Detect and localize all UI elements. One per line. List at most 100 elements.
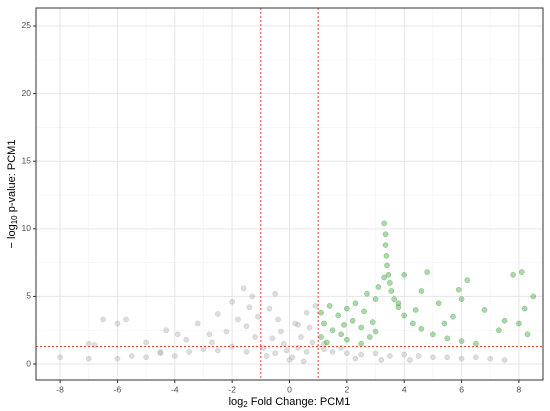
point bbox=[501, 317, 508, 324]
x-tick-label: 2 bbox=[344, 384, 349, 394]
point bbox=[473, 354, 479, 361]
point bbox=[358, 324, 365, 331]
point bbox=[85, 340, 92, 347]
point bbox=[292, 320, 299, 327]
point bbox=[235, 316, 241, 323]
point bbox=[401, 312, 408, 319]
x-tick-label: -2 bbox=[228, 384, 236, 394]
point bbox=[338, 331, 344, 338]
point bbox=[435, 300, 442, 307]
point bbox=[243, 323, 250, 330]
point bbox=[344, 305, 350, 312]
point bbox=[516, 320, 522, 327]
point bbox=[174, 331, 181, 338]
point bbox=[272, 350, 279, 357]
point bbox=[100, 316, 106, 323]
point bbox=[114, 320, 121, 327]
point bbox=[382, 242, 389, 248]
y-tick-label: 15 bbox=[22, 155, 32, 165]
point bbox=[372, 296, 379, 302]
point bbox=[382, 231, 389, 238]
y-tick-label: 5 bbox=[26, 291, 31, 301]
point bbox=[163, 327, 170, 334]
point bbox=[214, 347, 221, 354]
y-axis-title: − log10 p-value: PCM1 bbox=[6, 140, 19, 249]
point bbox=[369, 319, 376, 325]
point bbox=[364, 290, 370, 297]
x-tick-label: 8 bbox=[517, 384, 522, 394]
point bbox=[183, 336, 190, 343]
point bbox=[444, 335, 451, 342]
point bbox=[280, 340, 287, 347]
point bbox=[349, 317, 356, 324]
point bbox=[521, 305, 528, 312]
point bbox=[358, 340, 365, 347]
x-tick-label: 0 bbox=[287, 384, 292, 394]
point bbox=[214, 311, 221, 317]
point bbox=[344, 350, 350, 357]
point bbox=[318, 309, 324, 316]
point bbox=[321, 346, 327, 353]
point bbox=[326, 303, 333, 309]
point bbox=[407, 357, 413, 363]
point bbox=[430, 331, 436, 338]
y-tick-label: 25 bbox=[22, 20, 32, 30]
point bbox=[344, 336, 350, 343]
point bbox=[385, 271, 392, 278]
point bbox=[372, 350, 379, 357]
point bbox=[306, 324, 313, 331]
y-axis-title-text: p-value: PCM1 bbox=[6, 140, 18, 216]
point bbox=[384, 262, 390, 269]
point bbox=[487, 355, 494, 362]
point bbox=[275, 316, 281, 323]
point bbox=[303, 349, 310, 355]
point bbox=[57, 354, 63, 361]
point bbox=[171, 353, 178, 359]
point bbox=[309, 339, 316, 346]
panel-border bbox=[35, 7, 544, 381]
point bbox=[372, 328, 379, 335]
point bbox=[321, 340, 327, 347]
point bbox=[530, 293, 537, 300]
x-axis-title: log2 Fold Change: PCM1 bbox=[229, 396, 351, 409]
point bbox=[430, 354, 436, 361]
point bbox=[388, 288, 395, 294]
point bbox=[358, 351, 365, 358]
point bbox=[269, 335, 276, 342]
point bbox=[229, 298, 235, 305]
point bbox=[381, 274, 387, 281]
point bbox=[387, 353, 393, 359]
point bbox=[143, 354, 149, 361]
point bbox=[128, 353, 135, 359]
point bbox=[415, 353, 422, 359]
point bbox=[318, 334, 324, 340]
point bbox=[240, 285, 247, 292]
point bbox=[361, 308, 367, 315]
x-tick-label: 6 bbox=[459, 384, 464, 394]
y-tick-label: 0 bbox=[26, 358, 31, 368]
x-axis-title-text: log bbox=[229, 396, 244, 408]
x-axis-title-sub: 2 bbox=[243, 400, 248, 409]
point bbox=[272, 290, 279, 297]
point bbox=[206, 331, 213, 338]
point bbox=[246, 304, 253, 311]
point bbox=[266, 305, 273, 312]
point bbox=[303, 309, 310, 316]
point bbox=[85, 355, 92, 362]
point bbox=[157, 349, 164, 355]
point bbox=[383, 253, 390, 259]
x-tick-label: -4 bbox=[171, 384, 179, 394]
point bbox=[223, 328, 230, 335]
point bbox=[464, 277, 471, 284]
point bbox=[321, 320, 327, 327]
point bbox=[338, 344, 344, 351]
point bbox=[412, 307, 419, 313]
point bbox=[391, 296, 398, 302]
y-tick-label: 10 bbox=[22, 223, 32, 233]
point bbox=[278, 328, 284, 335]
point bbox=[186, 349, 192, 355]
point bbox=[366, 334, 373, 340]
point bbox=[200, 346, 207, 353]
y-tick-label: 20 bbox=[22, 88, 32, 98]
point bbox=[283, 347, 290, 354]
